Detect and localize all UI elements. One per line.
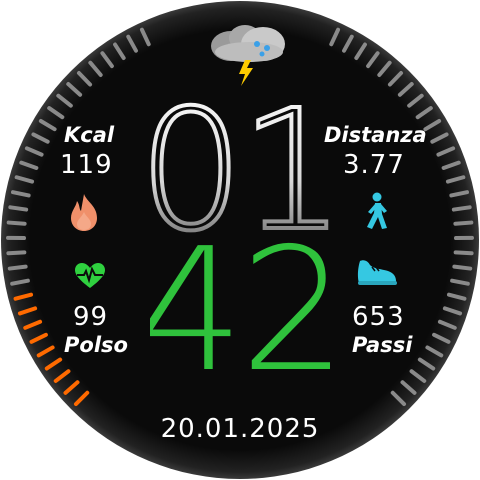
steps-gauge-tick bbox=[441, 160, 461, 170]
battery-gauge-tick bbox=[44, 357, 63, 371]
steps-gauge-tick bbox=[445, 175, 466, 184]
battery-gauge-tick bbox=[73, 390, 90, 407]
battery-gauge-tick bbox=[23, 319, 43, 330]
calories-value: 119 bbox=[60, 150, 113, 180]
battery-gauge bbox=[6, 27, 151, 407]
steps-gauge-tick bbox=[354, 42, 367, 61]
battery-gauge-tick bbox=[38, 118, 57, 132]
date-text: 20.01.2025 bbox=[160, 414, 320, 444]
distance-label: Distanza bbox=[324, 123, 427, 147]
steps-gauge-tick bbox=[409, 369, 427, 383]
battery-gauge-tick bbox=[76, 71, 93, 87]
running-shoe-icon bbox=[357, 260, 397, 285]
battery-gauge-tick bbox=[8, 205, 29, 212]
pulse-label: Polso bbox=[64, 333, 128, 357]
steps-value: 653 bbox=[352, 302, 405, 332]
steps-gauge-tick bbox=[452, 264, 473, 271]
steps-gauge-tick bbox=[449, 190, 470, 198]
minutes-text: 42 bbox=[150, 235, 330, 385]
steps-gauge-tick bbox=[377, 60, 392, 77]
steps-gauge-tick bbox=[423, 118, 442, 132]
battery-gauge-tick bbox=[17, 306, 38, 316]
distance-value: 3.77 bbox=[343, 150, 405, 180]
battery-gauge-tick bbox=[10, 278, 30, 286]
hours-text: 01 bbox=[150, 96, 330, 236]
battery-gauge-tick bbox=[29, 332, 48, 344]
steps-gauge-tick bbox=[417, 357, 436, 371]
battery-gauge-tick bbox=[56, 93, 73, 108]
steps-gauge-tick bbox=[430, 132, 449, 144]
steps-gauge-tick bbox=[342, 34, 354, 53]
battery-gauge-tick bbox=[14, 175, 35, 184]
steps-label: Passi bbox=[352, 333, 413, 357]
battery-gauge-tick bbox=[31, 132, 50, 144]
steps-gauge-tick bbox=[387, 71, 404, 87]
battery-gauge-tick bbox=[88, 60, 103, 77]
steps-gauge-tick bbox=[437, 319, 457, 330]
steps-gauge-tick bbox=[366, 51, 380, 69]
steps-gauge-tick bbox=[397, 82, 414, 97]
battery-gauge-tick bbox=[139, 27, 151, 47]
thunderstorm-cloud-icon bbox=[211, 25, 285, 86]
steps-gauge-tick bbox=[453, 220, 474, 226]
battery-gauge-tick bbox=[36, 345, 55, 358]
steps-gauge-tick bbox=[446, 292, 467, 301]
fire-icon bbox=[71, 194, 97, 231]
battery-gauge-tick bbox=[66, 82, 83, 97]
battery-gauge-tick bbox=[7, 264, 28, 271]
minutes-display: 42 bbox=[150, 235, 330, 385]
steps-gauge-tick bbox=[425, 345, 444, 358]
battery-gauge-tick bbox=[24, 146, 44, 157]
battery-gauge-tick bbox=[6, 220, 27, 226]
steps-gauge-tick bbox=[329, 27, 341, 47]
battery-gauge-tick bbox=[53, 369, 71, 383]
steps-gauge bbox=[329, 27, 474, 407]
battery-gauge-tick bbox=[47, 106, 65, 120]
steps-gauge-tick bbox=[451, 205, 472, 212]
steps-gauge-tick bbox=[415, 106, 433, 120]
hours-display: 01 bbox=[150, 96, 330, 236]
battery-gauge-tick bbox=[10, 190, 31, 198]
battery-gauge-tick bbox=[6, 250, 27, 256]
battery-gauge-tick bbox=[19, 160, 39, 170]
calories-label: Kcal bbox=[64, 123, 115, 147]
steps-gauge-tick bbox=[442, 306, 463, 316]
walking-person-icon bbox=[367, 192, 387, 229]
pulse-value: 99 bbox=[73, 302, 109, 332]
battery-gauge-tick bbox=[63, 380, 80, 395]
heart-pulse-icon bbox=[75, 263, 105, 288]
steps-gauge-tick bbox=[436, 146, 456, 157]
battery-gauge-tick bbox=[113, 42, 126, 61]
battery-gauge-tick bbox=[126, 34, 138, 53]
battery-gauge-tick bbox=[100, 51, 114, 69]
steps-gauge-tick bbox=[400, 380, 417, 395]
battery-gauge-tick bbox=[13, 292, 34, 301]
steps-gauge-tick bbox=[432, 332, 451, 344]
steps-gauge-tick bbox=[407, 93, 424, 108]
steps-gauge-tick bbox=[450, 278, 470, 286]
steps-gauge-tick bbox=[453, 250, 474, 256]
steps-gauge-tick bbox=[390, 390, 407, 407]
